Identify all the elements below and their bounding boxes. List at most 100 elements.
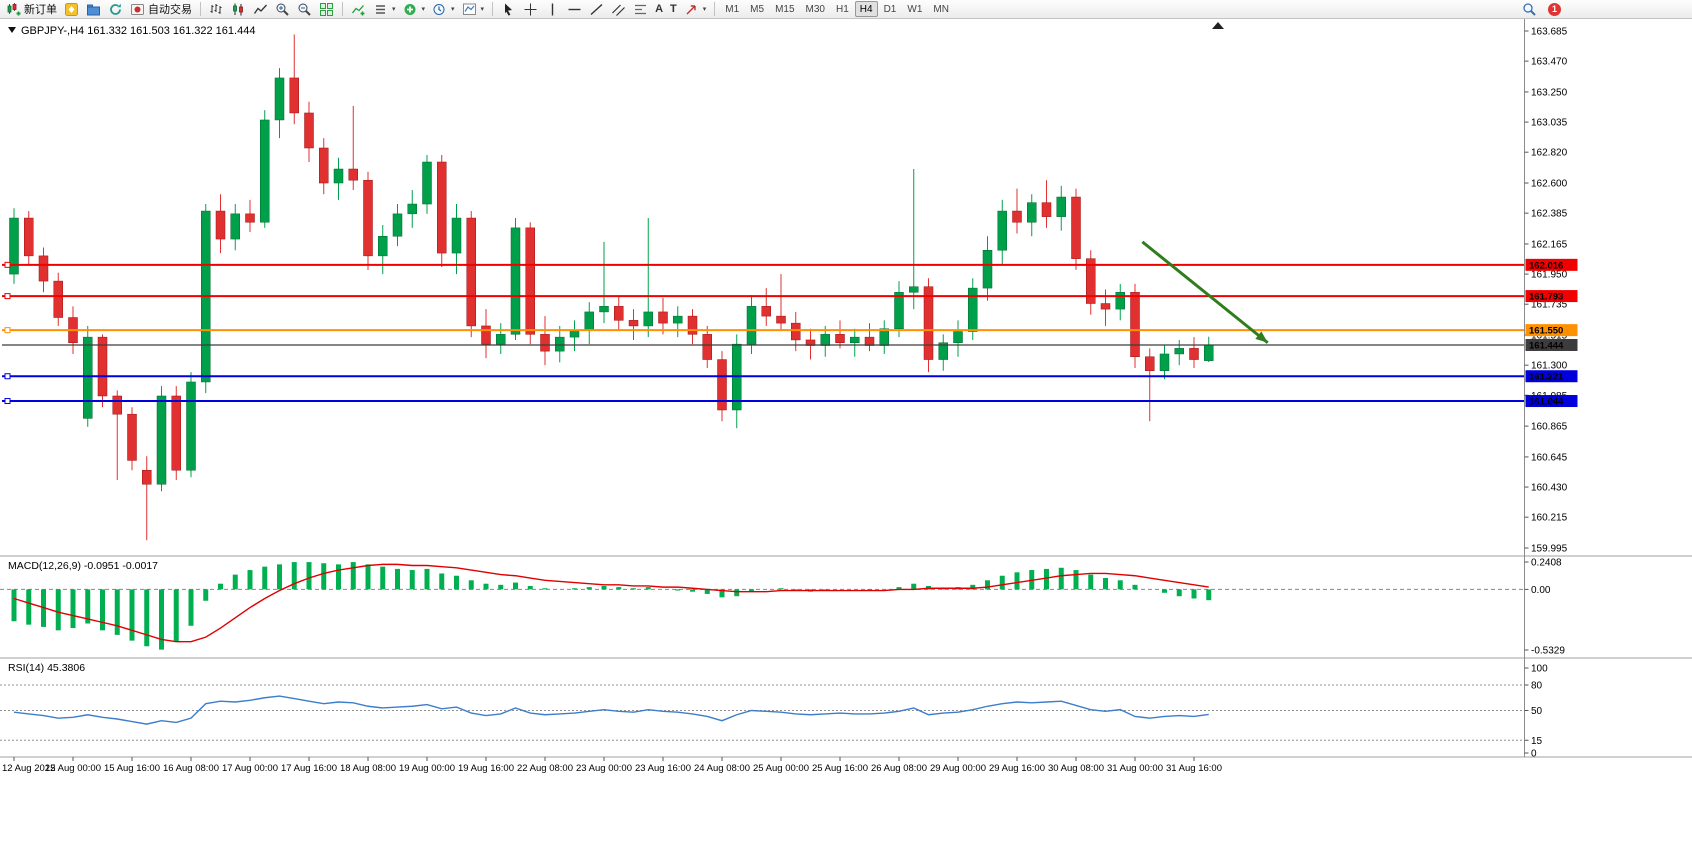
chevron-down-icon: ▾ xyxy=(451,6,455,13)
svg-text:31 Aug 16:00: 31 Aug 16:00 xyxy=(1166,763,1222,774)
svg-text:30 Aug 08:00: 30 Aug 08:00 xyxy=(1048,763,1104,774)
search-button[interactable] xyxy=(1519,0,1540,18)
svg-text:29 Aug 16:00: 29 Aug 16:00 xyxy=(989,763,1045,774)
auto-trading-label: 自动交易 xyxy=(148,4,192,16)
vertical-line-button[interactable] xyxy=(542,0,563,18)
hline-anchor xyxy=(4,327,11,334)
text-tool-icon: A xyxy=(655,3,664,15)
text-label-button[interactable]: T xyxy=(667,0,680,18)
timeframe-h4-button[interactable]: H4 xyxy=(854,1,878,17)
metaeditor-button[interactable] xyxy=(61,0,82,18)
svg-text:25 Aug 16:00: 25 Aug 16:00 xyxy=(812,763,868,774)
svg-text:161.950: 161.950 xyxy=(1531,270,1568,281)
arrows-button[interactable]: ▾ xyxy=(681,0,710,18)
svg-text:31 Aug 00:00: 31 Aug 00:00 xyxy=(1107,763,1163,774)
price-tag xyxy=(1525,370,1578,383)
svg-text:161.735: 161.735 xyxy=(1531,300,1568,311)
trend-arrow[interactable] xyxy=(1141,240,1269,344)
chart-window: GBPJPY-,H4 161.332 161.503 161.322 161.4… xyxy=(0,19,1692,844)
panel-frames[interactable] xyxy=(0,19,1692,758)
svg-text:161.444: 161.444 xyxy=(1529,340,1564,351)
new-order-icon xyxy=(7,2,21,15)
navigator-button[interactable] xyxy=(105,0,126,18)
zoom-out-icon xyxy=(298,3,311,16)
timeframe-m5-button[interactable]: M5 xyxy=(745,1,769,17)
fibonacci-button[interactable] xyxy=(630,0,651,18)
horizontal-lines[interactable] xyxy=(2,261,1524,405)
svg-text:26 Aug 08:00: 26 Aug 08:00 xyxy=(871,763,927,774)
profiles-button[interactable] xyxy=(83,0,104,18)
indicator-list-button[interactable]: ▾ xyxy=(370,0,399,18)
timeframe-h1-button[interactable]: H1 xyxy=(831,1,854,17)
crosshair-button[interactable] xyxy=(520,0,541,18)
svg-text:24 Aug 08:00: 24 Aug 08:00 xyxy=(694,763,750,774)
new-order-button[interactable]: 新订单 xyxy=(3,0,60,18)
cursor-button[interactable] xyxy=(498,0,519,18)
auto-trading-button[interactable]: 自动交易 xyxy=(127,0,195,18)
chevron-down-icon: ▾ xyxy=(421,6,426,13)
candlestick-icon xyxy=(233,3,243,15)
svg-text:GBPJPY-,H4 161.332 161.503 161: GBPJPY-,H4 161.332 161.503 161.322 161.4… xyxy=(21,25,255,37)
svg-text:16 Aug 08:00: 16 Aug 08:00 xyxy=(163,763,219,774)
hline-anchor xyxy=(4,261,11,268)
svg-text:100: 100 xyxy=(1531,664,1548,675)
periods-button[interactable]: ▾ xyxy=(429,0,458,18)
toolbar-separator xyxy=(714,2,716,16)
svg-text:0.00: 0.00 xyxy=(1531,585,1551,596)
svg-text:80: 80 xyxy=(1531,681,1543,692)
cursor-icon xyxy=(505,3,513,16)
zoom-out-button[interactable] xyxy=(294,0,315,18)
candlestick-chart-button[interactable] xyxy=(228,0,249,18)
timeframe-m30-button[interactable]: M30 xyxy=(801,1,830,17)
svg-text:15 Aug 16:00: 15 Aug 16:00 xyxy=(104,763,160,774)
bar-chart-button[interactable] xyxy=(206,0,227,18)
arrowhead xyxy=(1255,331,1268,343)
channel-button[interactable] xyxy=(608,0,629,18)
timeframe-m15-button[interactable]: M15 xyxy=(770,1,799,17)
horizontal-line-button[interactable] xyxy=(564,0,585,18)
price-axis[interactable]: 163.685 163.470 163.250 163.035 162.820 162.6… xyxy=(1524,27,1578,555)
channel-icon xyxy=(612,4,625,16)
auto-trading-icon xyxy=(131,3,144,15)
svg-text:19 Aug 00:00: 19 Aug 00:00 xyxy=(399,763,455,774)
rsi-panel[interactable]: RSI(14) 45.3806 100 80 50 15 0 xyxy=(0,662,1548,760)
toolbar-separator xyxy=(342,2,343,16)
svg-text:15: 15 xyxy=(1531,736,1543,747)
svg-text:162.165: 162.165 xyxy=(1531,239,1568,250)
indicators-button[interactable] xyxy=(348,0,369,18)
svg-text:23 Aug 16:00: 23 Aug 16:00 xyxy=(635,763,691,774)
svg-text:160.430: 160.430 xyxy=(1531,483,1568,494)
macd-panel[interactable]: MACD(12,26,9) -0.0951 -0.0017 0.2408 0.00 -… xyxy=(0,558,1565,657)
search-icon xyxy=(1523,2,1536,16)
chevron-down-icon: ▾ xyxy=(392,6,396,13)
timeframe-d1-button[interactable]: D1 xyxy=(879,1,902,17)
list-icon xyxy=(376,4,385,14)
add-indicator-button[interactable]: ▾ xyxy=(400,0,429,18)
refresh-icon xyxy=(110,3,121,15)
svg-text:22 Aug 08:00: 22 Aug 08:00 xyxy=(517,763,573,774)
hline-anchor xyxy=(4,373,11,380)
svg-text:162.016: 162.016 xyxy=(1529,260,1563,271)
indicators-icon xyxy=(351,4,365,15)
chevron-down-icon: ▾ xyxy=(480,6,485,13)
text-button[interactable]: A xyxy=(652,0,666,18)
svg-text:163.035: 163.035 xyxy=(1531,118,1568,129)
toolbar-separator xyxy=(200,2,201,16)
zoom-in-icon xyxy=(276,3,289,16)
candlestick-series[interactable] xyxy=(9,34,1214,541)
templates-button[interactable]: ▾ xyxy=(459,0,488,18)
notifications-badge[interactable]: 1 xyxy=(1548,2,1561,16)
trendline-button[interactable] xyxy=(586,0,607,18)
svg-text:161.044: 161.044 xyxy=(1529,397,1564,408)
svg-text:161.221: 161.221 xyxy=(1529,372,1564,383)
hline-anchor xyxy=(4,398,11,405)
timeframe-m1-button[interactable]: M1 xyxy=(720,1,744,17)
timeframe-w1-button[interactable]: W1 xyxy=(902,1,927,17)
line-chart-button[interactable] xyxy=(250,0,271,18)
timeframe-mn-button[interactable]: MN xyxy=(928,1,954,17)
tile-windows-button[interactable] xyxy=(316,0,337,18)
zoom-in-button[interactable] xyxy=(272,0,293,18)
svg-text:163.250: 163.250 xyxy=(1531,87,1568,98)
price-chart[interactable]: GBPJPY-,H4 161.332 161.503 161.322 161.4… xyxy=(0,19,1692,844)
